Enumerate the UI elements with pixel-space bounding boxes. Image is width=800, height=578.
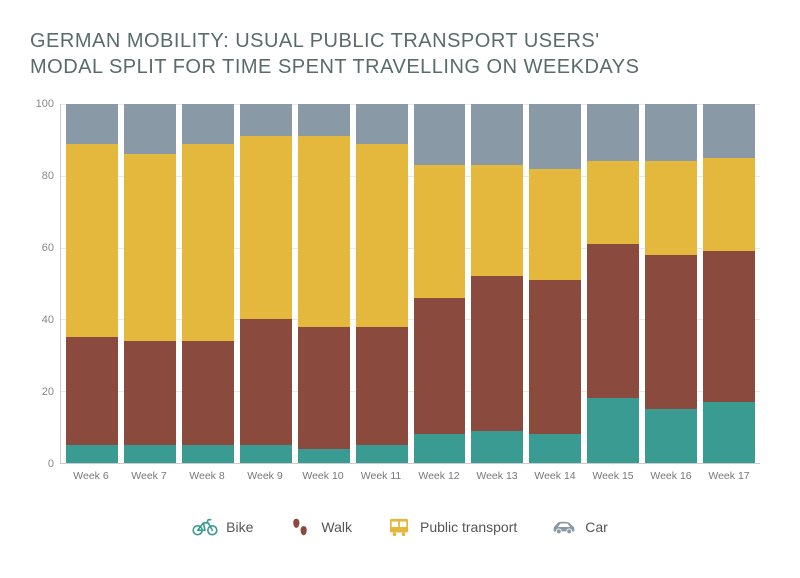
bar-segment-car bbox=[529, 104, 581, 169]
bar-segment-pt bbox=[298, 136, 350, 326]
y-tick-label: 80 bbox=[42, 170, 54, 182]
bars-container bbox=[61, 104, 760, 463]
legend-label-pt: Public transport bbox=[420, 519, 517, 535]
walk-icon bbox=[287, 516, 313, 538]
bar-segment-walk bbox=[471, 276, 523, 430]
bar-column bbox=[645, 104, 697, 463]
legend-label-bike: Bike bbox=[226, 519, 253, 535]
bar-segment-bike bbox=[587, 398, 639, 463]
chart-title: GERMAN MOBILITY: USUAL PUBLIC TRANSPORT … bbox=[30, 28, 770, 80]
x-tick-label: Week 10 bbox=[297, 464, 349, 494]
bar-segment-car bbox=[356, 104, 408, 143]
bar-segment-bike bbox=[182, 445, 234, 463]
y-tick-label: 0 bbox=[48, 458, 54, 470]
y-tick-label: 40 bbox=[42, 314, 54, 326]
legend-item-car: Car bbox=[551, 516, 608, 538]
bar-segment-pt bbox=[182, 144, 234, 341]
title-line-2: MODAL SPLIT FOR TIME SPENT TRAVELLING ON… bbox=[30, 56, 639, 78]
bar-segment-walk bbox=[240, 319, 292, 445]
bar-segment-walk bbox=[298, 327, 350, 449]
bar-segment-walk bbox=[645, 255, 697, 409]
y-tick-label: 100 bbox=[36, 98, 54, 110]
bar-segment-pt bbox=[240, 136, 292, 319]
x-tick-label: Week 8 bbox=[181, 464, 233, 494]
bar-segment-bike bbox=[645, 409, 697, 463]
bar-segment-car bbox=[471, 104, 523, 165]
x-tick-label: Week 7 bbox=[123, 464, 175, 494]
bar-segment-pt bbox=[471, 165, 523, 276]
bar-segment-bike bbox=[471, 431, 523, 463]
bar-segment-bike bbox=[124, 445, 176, 463]
bar-segment-bike bbox=[703, 402, 755, 463]
bar-column bbox=[703, 104, 755, 463]
bar-segment-walk bbox=[529, 280, 581, 434]
bar-segment-pt bbox=[66, 144, 118, 338]
bar-column bbox=[587, 104, 639, 463]
title-line-1: GERMAN MOBILITY: USUAL PUBLIC TRANSPORT … bbox=[30, 30, 600, 52]
x-tick-label: Week 11 bbox=[355, 464, 407, 494]
bus-icon bbox=[386, 516, 412, 538]
bar-segment-car bbox=[124, 104, 176, 154]
y-tick-label: 60 bbox=[42, 242, 54, 254]
x-tick-label: Week 14 bbox=[529, 464, 581, 494]
bar-column bbox=[471, 104, 523, 463]
bar-segment-walk bbox=[66, 337, 118, 445]
bar-segment-walk bbox=[182, 341, 234, 445]
legend: Bike Walk Public transport bbox=[30, 516, 770, 538]
bar-segment-walk bbox=[124, 341, 176, 445]
bar-segment-car bbox=[703, 104, 755, 158]
legend-item-bike: Bike bbox=[192, 516, 253, 538]
bar-segment-bike bbox=[66, 445, 118, 463]
y-tick-label: 20 bbox=[42, 386, 54, 398]
x-tick-label: Week 6 bbox=[65, 464, 117, 494]
bike-icon bbox=[192, 516, 218, 538]
bar-segment-walk bbox=[703, 251, 755, 402]
bar-column bbox=[356, 104, 408, 463]
bar-segment-pt bbox=[703, 158, 755, 251]
bar-segment-pt bbox=[645, 161, 697, 254]
x-tick-label: Week 9 bbox=[239, 464, 291, 494]
bar-column bbox=[124, 104, 176, 463]
x-tick-label: Week 16 bbox=[645, 464, 697, 494]
bar-segment-pt bbox=[124, 154, 176, 341]
bar-segment-walk bbox=[356, 327, 408, 445]
legend-item-walk: Walk bbox=[287, 516, 352, 538]
bar-segment-bike bbox=[356, 445, 408, 463]
bar-segment-pt bbox=[529, 169, 581, 280]
x-tick-label: Week 12 bbox=[413, 464, 465, 494]
bar-segment-walk bbox=[587, 244, 639, 398]
bar-segment-pt bbox=[587, 161, 639, 244]
bar-segment-car bbox=[298, 104, 350, 136]
chart-area: 020406080100 Week 6Week 7Week 8Week 9Wee… bbox=[60, 104, 760, 494]
x-tick-label: Week 13 bbox=[471, 464, 523, 494]
bar-segment-car bbox=[66, 104, 118, 143]
car-icon bbox=[551, 516, 577, 538]
legend-label-walk: Walk bbox=[321, 519, 352, 535]
legend-item-pt: Public transport bbox=[386, 516, 517, 538]
bar-column bbox=[414, 104, 466, 463]
y-axis: 020406080100 bbox=[30, 104, 58, 464]
bar-segment-bike bbox=[240, 445, 292, 463]
bar-segment-car bbox=[414, 104, 466, 165]
bar-segment-bike bbox=[298, 449, 350, 463]
x-tick-label: Week 17 bbox=[703, 464, 755, 494]
bar-segment-walk bbox=[414, 298, 466, 434]
bar-segment-pt bbox=[414, 165, 466, 298]
bar-column bbox=[298, 104, 350, 463]
bar-segment-car bbox=[587, 104, 639, 161]
legend-label-car: Car bbox=[585, 519, 608, 535]
bar-segment-car bbox=[240, 104, 292, 136]
bar-segment-car bbox=[645, 104, 697, 161]
bar-segment-bike bbox=[529, 434, 581, 463]
bar-segment-bike bbox=[414, 434, 466, 463]
bar-column bbox=[66, 104, 118, 463]
bar-column bbox=[529, 104, 581, 463]
bar-segment-pt bbox=[356, 144, 408, 327]
x-axis-labels: Week 6Week 7Week 8Week 9Week 10Week 11We… bbox=[60, 464, 760, 494]
bar-column bbox=[240, 104, 292, 463]
plot-region bbox=[60, 104, 760, 464]
bar-segment-car bbox=[182, 104, 234, 143]
bar-column bbox=[182, 104, 234, 463]
x-tick-label: Week 15 bbox=[587, 464, 639, 494]
